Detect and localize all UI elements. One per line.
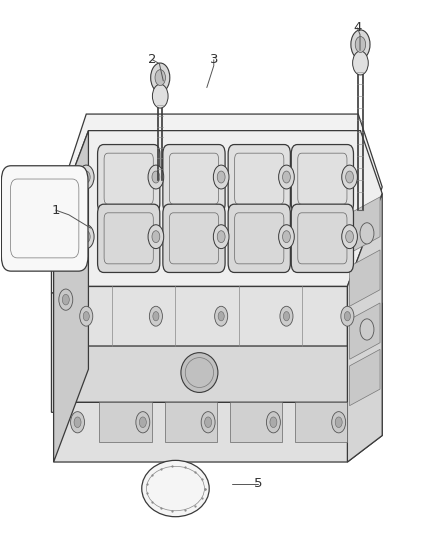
Polygon shape — [51, 114, 382, 293]
Ellipse shape — [181, 353, 218, 392]
Circle shape — [82, 231, 90, 243]
Text: 2: 2 — [148, 53, 157, 66]
Polygon shape — [53, 286, 347, 346]
FancyBboxPatch shape — [163, 144, 225, 213]
Circle shape — [346, 231, 353, 243]
FancyBboxPatch shape — [1, 166, 88, 271]
Polygon shape — [347, 193, 382, 462]
Circle shape — [59, 243, 73, 264]
Circle shape — [341, 306, 354, 326]
Text: 4: 4 — [353, 21, 362, 35]
Polygon shape — [350, 349, 380, 406]
FancyBboxPatch shape — [228, 144, 290, 213]
Polygon shape — [99, 402, 152, 442]
Polygon shape — [295, 402, 347, 442]
Polygon shape — [53, 376, 382, 462]
Ellipse shape — [142, 461, 209, 516]
Circle shape — [283, 171, 290, 183]
Polygon shape — [230, 402, 282, 442]
Circle shape — [83, 312, 89, 321]
Circle shape — [342, 165, 357, 189]
Circle shape — [270, 417, 277, 427]
Circle shape — [71, 411, 85, 433]
Circle shape — [152, 231, 160, 243]
Circle shape — [217, 231, 225, 243]
Circle shape — [148, 165, 164, 189]
Circle shape — [82, 171, 90, 183]
Circle shape — [205, 417, 212, 427]
Circle shape — [149, 306, 162, 326]
Polygon shape — [165, 402, 217, 442]
Circle shape — [353, 51, 368, 75]
Circle shape — [78, 165, 94, 189]
Circle shape — [266, 411, 280, 433]
Circle shape — [155, 70, 166, 86]
FancyBboxPatch shape — [291, 144, 353, 213]
Circle shape — [148, 225, 164, 248]
Circle shape — [279, 225, 294, 248]
Circle shape — [218, 312, 224, 321]
Circle shape — [213, 165, 229, 189]
Circle shape — [283, 231, 290, 243]
Circle shape — [59, 289, 73, 310]
Circle shape — [279, 165, 294, 189]
Circle shape — [355, 37, 366, 52]
Circle shape — [351, 30, 370, 59]
Circle shape — [136, 411, 150, 433]
Circle shape — [152, 84, 168, 108]
Circle shape — [213, 225, 229, 248]
Circle shape — [152, 171, 160, 183]
Text: 3: 3 — [209, 53, 218, 66]
Circle shape — [342, 225, 357, 248]
Circle shape — [360, 319, 374, 340]
Polygon shape — [51, 293, 347, 413]
Circle shape — [80, 306, 93, 326]
Circle shape — [215, 306, 228, 326]
Circle shape — [139, 417, 146, 427]
Text: 1: 1 — [52, 204, 60, 216]
Circle shape — [151, 63, 170, 92]
Circle shape — [335, 417, 342, 427]
FancyBboxPatch shape — [163, 204, 225, 272]
FancyBboxPatch shape — [291, 204, 353, 272]
Polygon shape — [350, 250, 380, 306]
FancyBboxPatch shape — [228, 204, 290, 272]
Circle shape — [283, 312, 290, 321]
Circle shape — [74, 417, 81, 427]
Polygon shape — [53, 131, 382, 286]
Circle shape — [153, 312, 159, 321]
Polygon shape — [53, 131, 88, 462]
Circle shape — [360, 223, 374, 244]
Circle shape — [62, 248, 69, 259]
FancyBboxPatch shape — [98, 144, 160, 213]
Polygon shape — [350, 197, 380, 253]
Circle shape — [217, 171, 225, 183]
Polygon shape — [350, 303, 380, 359]
Circle shape — [332, 411, 346, 433]
Circle shape — [62, 294, 69, 305]
FancyBboxPatch shape — [98, 204, 160, 272]
Circle shape — [344, 312, 350, 321]
Polygon shape — [53, 303, 382, 402]
Circle shape — [280, 306, 293, 326]
Circle shape — [78, 225, 94, 248]
Circle shape — [201, 411, 215, 433]
Circle shape — [346, 171, 353, 183]
Text: 5: 5 — [254, 478, 262, 490]
